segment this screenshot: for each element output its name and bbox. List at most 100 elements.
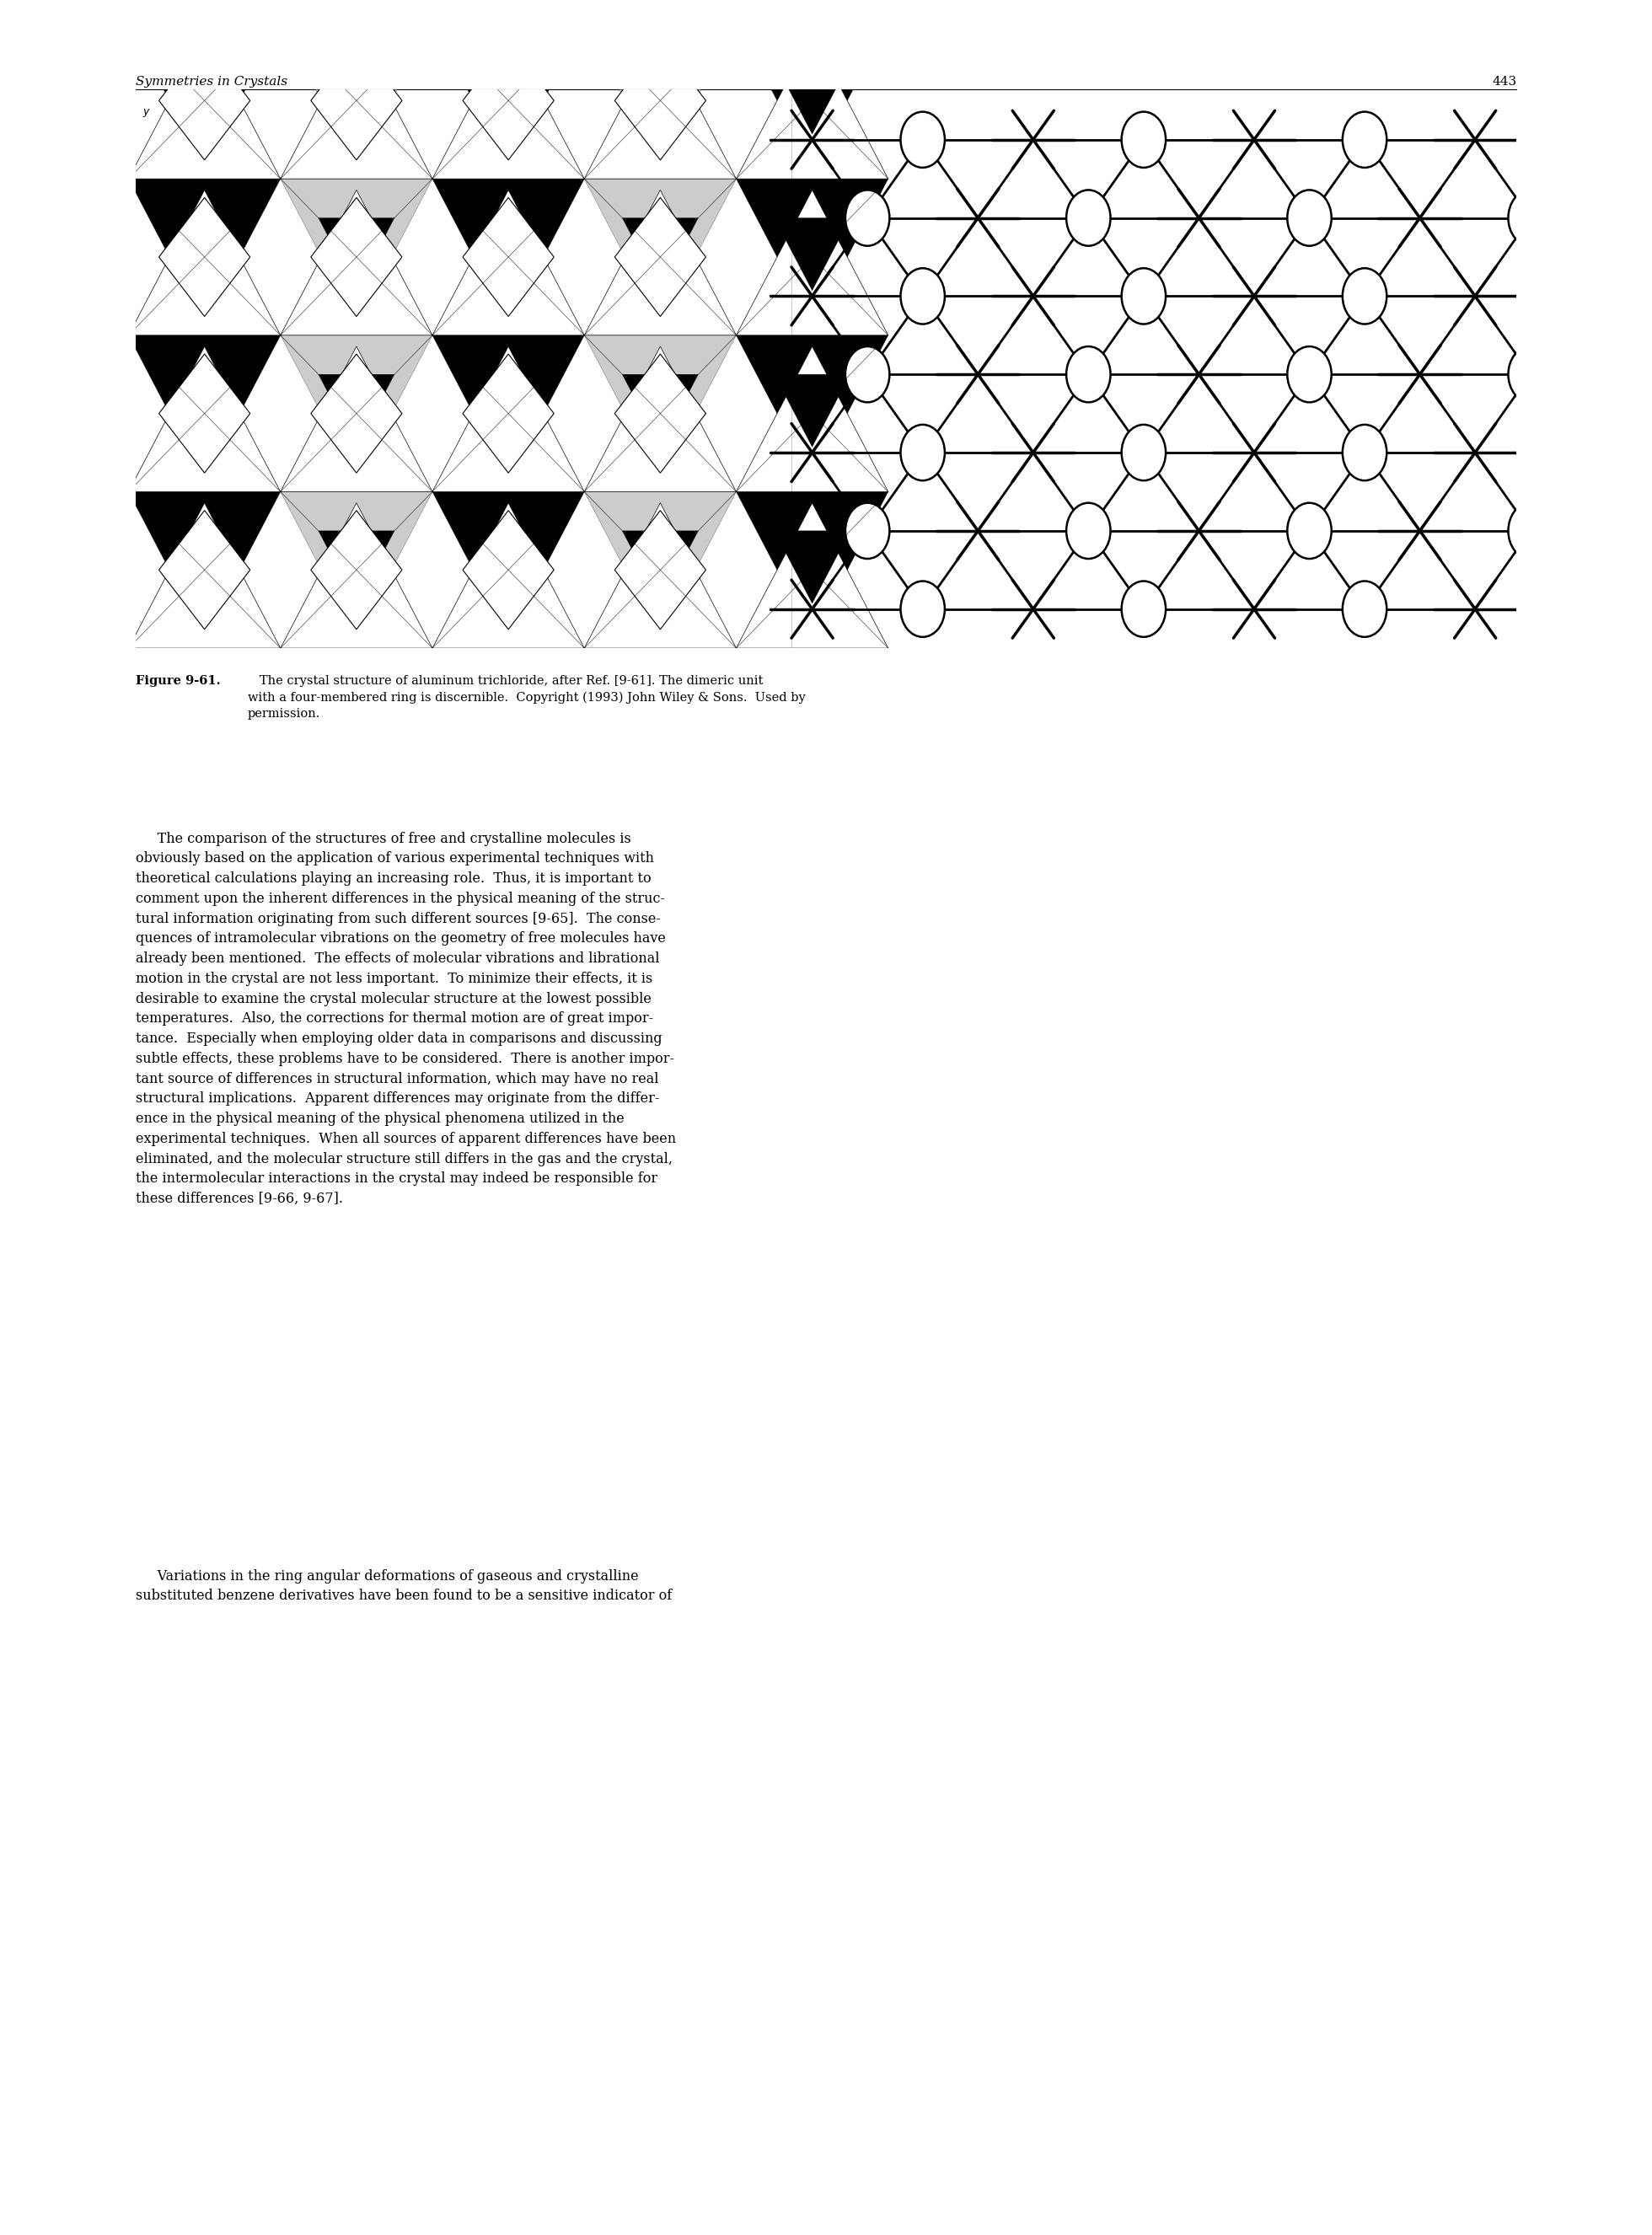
Polygon shape: [281, 190, 433, 335]
Polygon shape: [281, 492, 433, 637]
Polygon shape: [737, 659, 889, 805]
Polygon shape: [737, 335, 889, 481]
Text: The comparison of the structures of free and crystalline molecules is
obviously : The comparison of the structures of free…: [135, 831, 676, 1207]
Polygon shape: [737, 34, 889, 179]
Polygon shape: [129, 0, 281, 22]
Polygon shape: [433, 335, 585, 481]
Polygon shape: [159, 40, 249, 161]
Polygon shape: [319, 217, 395, 291]
Polygon shape: [311, 353, 401, 474]
Polygon shape: [737, 503, 889, 648]
Text: 443: 443: [1492, 76, 1517, 87]
Polygon shape: [615, 40, 705, 161]
Text: Figure 9-61.: Figure 9-61.: [135, 675, 220, 686]
Polygon shape: [585, 34, 737, 179]
Polygon shape: [319, 60, 395, 134]
Polygon shape: [775, 60, 851, 134]
Ellipse shape: [1066, 503, 1110, 559]
Polygon shape: [281, 659, 433, 805]
Ellipse shape: [900, 268, 945, 324]
Polygon shape: [0, 190, 129, 335]
Polygon shape: [167, 688, 243, 760]
Polygon shape: [15, 688, 91, 760]
Polygon shape: [319, 688, 395, 760]
Polygon shape: [129, 492, 281, 637]
Polygon shape: [159, 197, 249, 317]
Ellipse shape: [1066, 190, 1110, 246]
Polygon shape: [433, 659, 585, 805]
Polygon shape: [623, 60, 699, 134]
Polygon shape: [319, 373, 395, 447]
Ellipse shape: [1343, 581, 1386, 637]
Polygon shape: [471, 217, 547, 291]
Ellipse shape: [900, 581, 945, 637]
Polygon shape: [737, 179, 889, 324]
Ellipse shape: [846, 346, 889, 402]
Polygon shape: [15, 60, 91, 134]
Ellipse shape: [1287, 346, 1332, 402]
Polygon shape: [159, 353, 249, 474]
Polygon shape: [167, 532, 243, 603]
Polygon shape: [433, 503, 585, 648]
Polygon shape: [775, 532, 851, 603]
Polygon shape: [585, 492, 737, 637]
Polygon shape: [129, 22, 281, 168]
Polygon shape: [737, 346, 889, 492]
Polygon shape: [0, 335, 129, 481]
Polygon shape: [281, 0, 433, 11]
Ellipse shape: [1066, 346, 1110, 402]
Ellipse shape: [1287, 503, 1332, 559]
Polygon shape: [129, 503, 281, 648]
Polygon shape: [0, 0, 129, 11]
Polygon shape: [129, 0, 281, 11]
Ellipse shape: [846, 503, 889, 559]
Polygon shape: [0, 34, 129, 179]
Polygon shape: [623, 688, 699, 760]
Polygon shape: [15, 532, 91, 603]
Polygon shape: [615, 510, 705, 630]
Polygon shape: [311, 197, 401, 317]
Polygon shape: [623, 217, 699, 291]
Polygon shape: [775, 217, 851, 291]
Polygon shape: [0, 346, 129, 492]
Ellipse shape: [1508, 346, 1553, 402]
Ellipse shape: [846, 190, 889, 246]
Text: y: y: [142, 105, 149, 116]
Polygon shape: [0, 503, 129, 648]
Polygon shape: [585, 503, 737, 648]
Polygon shape: [129, 335, 281, 481]
Polygon shape: [585, 335, 737, 481]
Polygon shape: [129, 659, 281, 805]
Polygon shape: [585, 22, 737, 168]
Polygon shape: [585, 648, 737, 793]
Polygon shape: [159, 510, 249, 630]
Polygon shape: [281, 34, 433, 179]
Polygon shape: [737, 0, 889, 22]
Polygon shape: [167, 217, 243, 291]
Polygon shape: [775, 373, 851, 447]
Polygon shape: [433, 492, 585, 637]
Polygon shape: [167, 373, 243, 447]
Ellipse shape: [1343, 425, 1386, 481]
Polygon shape: [433, 0, 585, 11]
Ellipse shape: [1122, 112, 1166, 168]
Polygon shape: [433, 179, 585, 324]
Polygon shape: [463, 353, 553, 474]
Polygon shape: [0, 0, 129, 22]
Text: Symmetries in Crystals: Symmetries in Crystals: [135, 76, 287, 87]
Polygon shape: [281, 179, 433, 324]
Polygon shape: [585, 0, 737, 22]
Polygon shape: [463, 40, 553, 161]
Polygon shape: [585, 190, 737, 335]
Polygon shape: [0, 492, 129, 637]
Polygon shape: [615, 353, 705, 474]
Polygon shape: [615, 197, 705, 317]
Polygon shape: [463, 510, 553, 630]
Ellipse shape: [1508, 190, 1553, 246]
Ellipse shape: [1287, 190, 1332, 246]
Polygon shape: [463, 197, 553, 317]
Polygon shape: [167, 60, 243, 134]
Polygon shape: [129, 648, 281, 793]
Text: Variations in the ring angular deformations of gaseous and crystalline
substitut: Variations in the ring angular deformati…: [135, 1569, 672, 1602]
Polygon shape: [281, 346, 433, 492]
